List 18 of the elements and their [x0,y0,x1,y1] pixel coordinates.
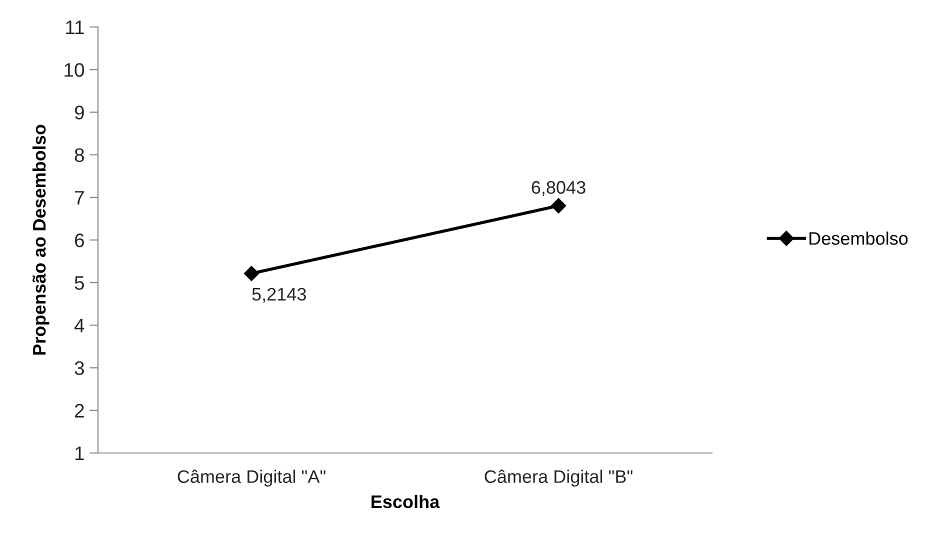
x-tick-label: Câmera Digital "B" [484,470,632,487]
y-tick-label: 3 [74,361,84,376]
y-tick-label: 9 [74,106,84,120]
x-axis-title: Escolha [372,494,440,508]
y-tick-label: 11 [66,20,84,34]
y-tick-label: 6 [74,233,84,248]
data-label: 5,2143 [252,288,306,303]
y-tick-label: 8 [74,148,84,162]
y-tick-label: 5 [74,276,84,290]
y-tick-label: 1 [75,446,84,460]
y-axis-title: Propensão ao Desembolso [32,124,50,355]
data-label: 6,8043 [532,181,586,196]
legend-label: Desembolso [810,232,908,245]
x-tick-label: Câmera Digital "A" [178,470,326,487]
y-tick-label: 4 [74,318,84,332]
y-tick-label: 10 [64,63,84,77]
y-tick-label: 7 [74,191,84,204]
y-tick-label: 2 [74,404,84,418]
